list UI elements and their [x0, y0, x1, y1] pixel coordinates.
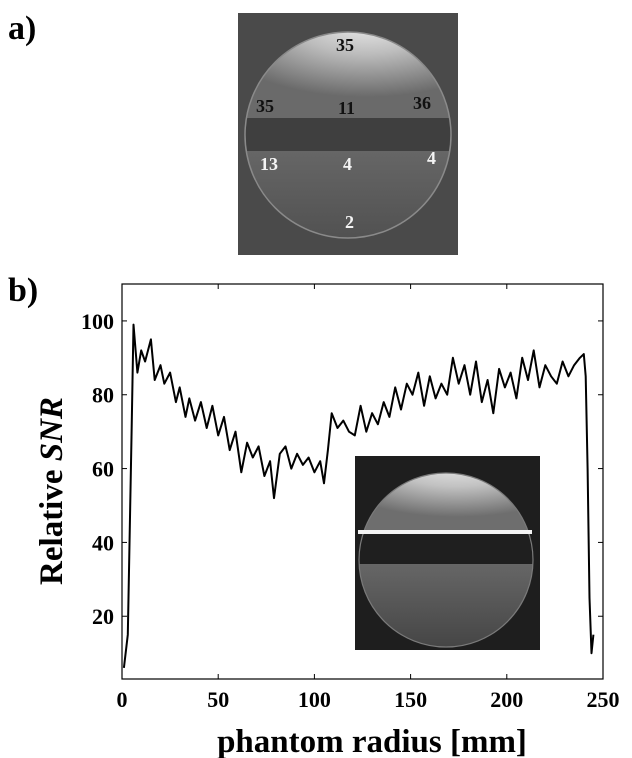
snr-series-line: [122, 323, 595, 669]
x-axis-label: phantom radius [mm]: [217, 724, 527, 758]
snr-value-upper-center: 11: [338, 98, 356, 118]
y-axis-label-italic: SNR: [34, 397, 70, 461]
y-tick-label: 100: [81, 309, 114, 334]
x-tick-label: 0: [117, 687, 128, 712]
y-tick-label: 60: [92, 457, 114, 482]
x-tick-label: 200: [490, 687, 523, 712]
y-tick-label: 20: [92, 604, 114, 629]
y-tick-label: 80: [92, 383, 114, 408]
x-tick-label: 100: [298, 687, 331, 712]
chart-canvas: 0 50 100 150 200 250 20 40 60 80 100 phantom radiu…: [34, 283, 620, 758]
snr-value-lower-left: 13: [260, 154, 278, 174]
x-tick-label: 150: [394, 687, 427, 712]
y-axis-label: Relative SNR: [34, 397, 70, 585]
inset-phantom-image: [355, 456, 540, 650]
snr-value-upper-right: 36: [413, 93, 431, 113]
phantom-disk: [244, 31, 452, 239]
snr-value-lower-center: 4: [343, 154, 352, 174]
snr-profile-chart: 0 50 100 150 200 250 20 40 60 80 100 phantom radiu…: [0, 270, 632, 758]
panel-label-b: b): [8, 272, 39, 309]
x-tick-label: 50: [207, 687, 229, 712]
panel-label-a: a): [8, 10, 37, 47]
snr-value-lower-right: 4: [427, 148, 436, 168]
y-axis-label-prefix: Relative: [34, 461, 70, 585]
plot-frame: [121, 283, 604, 680]
inset-phantom-disk: [358, 472, 534, 648]
phantom-image: 35 35 11 36 13 4 4 2: [238, 13, 458, 255]
x-tick-label: 250: [587, 687, 620, 712]
snr-value-top: 35: [336, 35, 354, 55]
snr-value-upper-left: 35: [256, 96, 274, 116]
snr-value-bottom: 2: [345, 212, 354, 232]
y-tick-label: 40: [92, 530, 114, 555]
